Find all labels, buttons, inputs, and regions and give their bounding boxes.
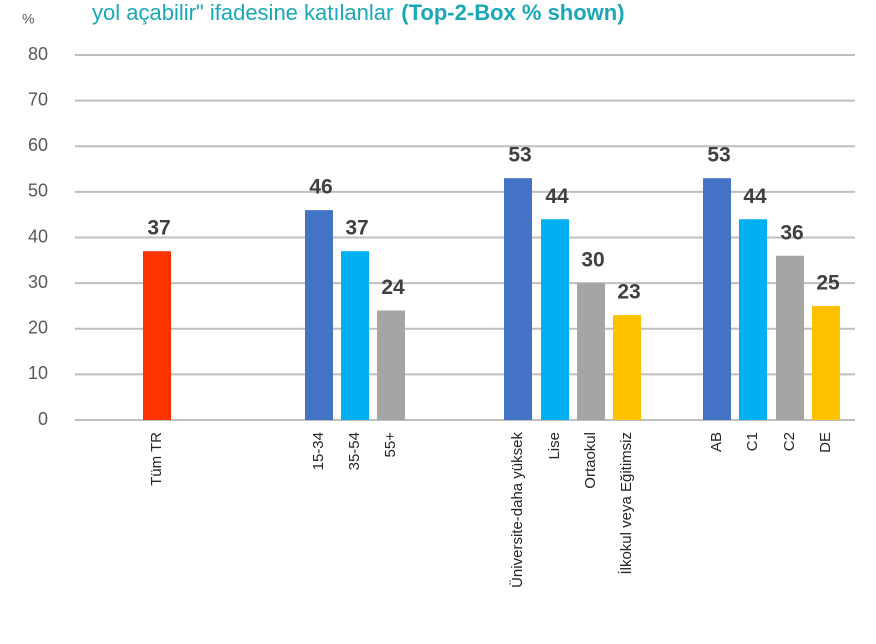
value-label: 53 — [508, 144, 531, 167]
x-tick-label: C2 — [781, 432, 798, 451]
value-label: 30 — [581, 249, 604, 272]
bar — [613, 315, 641, 420]
x-tick-label: Üniversite-daha yüksek — [508, 432, 526, 588]
chart-title: yol açabilir" ifadesine katılanlar (Top-2… — [92, 0, 625, 25]
value-label: 37 — [345, 217, 368, 240]
value-label: 44 — [545, 185, 569, 208]
value-label: 36 — [780, 221, 803, 244]
value-label: 46 — [309, 176, 332, 199]
bar — [377, 310, 405, 420]
value-label: 37 — [147, 217, 170, 240]
bar — [504, 178, 532, 420]
y-tick-label: 30 — [28, 272, 48, 292]
x-tick-label: C1 — [744, 432, 761, 451]
bar — [776, 255, 804, 420]
x-tick-label: 15-34 — [310, 432, 327, 470]
value-label: 44 — [743, 185, 767, 208]
y-tick-label: 40 — [28, 226, 48, 246]
y-tick-label: 50 — [28, 181, 48, 201]
bar — [812, 305, 840, 420]
x-tick-label: İlkokul veya Eğitimsiz — [617, 432, 635, 575]
value-label: 23 — [617, 281, 640, 304]
y-tick-label: 10 — [28, 363, 48, 383]
x-tick-label: DE — [817, 432, 834, 453]
y-tick-label: 70 — [28, 89, 48, 109]
bar — [577, 283, 605, 420]
y-tick-label: 60 — [28, 135, 48, 155]
x-tick-label: Tüm TR — [148, 432, 165, 486]
y-tick-label: 0 — [38, 409, 48, 429]
title-part: yol açabilir" ifadesine katılanlar — [92, 0, 393, 25]
bar — [341, 251, 369, 420]
y-tick-label: 80 — [28, 44, 48, 64]
value-label: 25 — [816, 271, 840, 294]
bar — [739, 219, 767, 420]
x-tick-label: 55+ — [382, 432, 399, 458]
x-tick-label: AB — [708, 432, 725, 452]
title-part: (Top-2-Box % shown) — [401, 0, 624, 25]
x-tick-label: Lise — [546, 432, 563, 460]
y-tick-label: 20 — [28, 318, 48, 338]
bar — [703, 178, 731, 420]
x-tick-label: 35-54 — [346, 432, 363, 470]
x-tick-label: Ortaokul — [582, 432, 599, 489]
value-label: 24 — [381, 276, 405, 299]
value-label: 53 — [707, 144, 730, 167]
y-axis-label: % — [22, 11, 34, 27]
bar — [305, 210, 333, 420]
bar — [143, 251, 171, 420]
bar — [541, 219, 569, 420]
